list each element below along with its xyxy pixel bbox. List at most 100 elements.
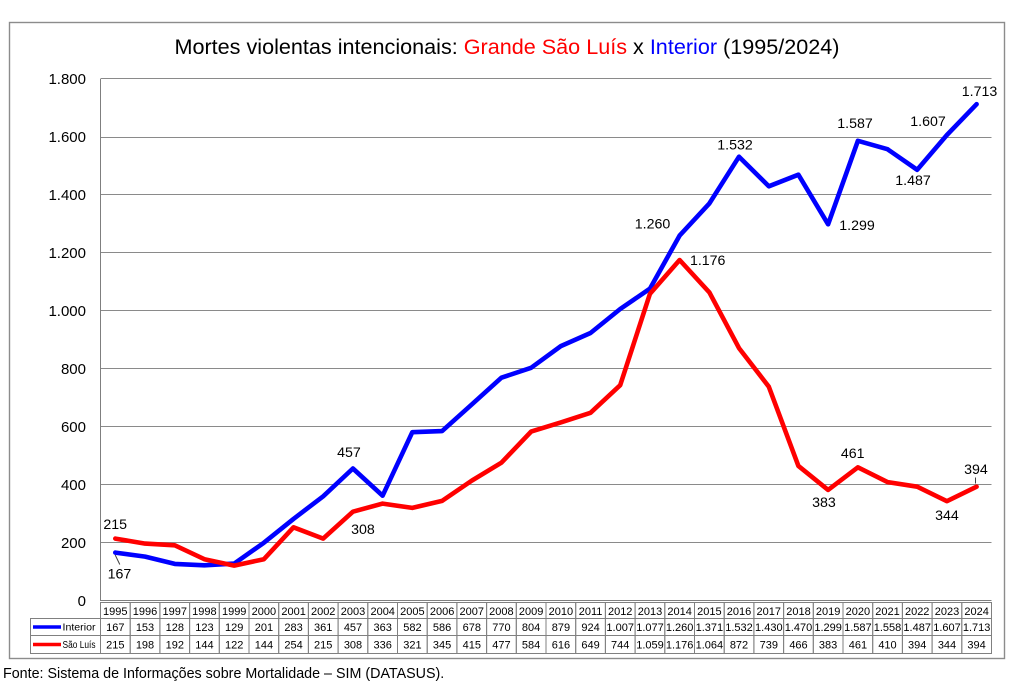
svg-text:804: 804 [522,622,540,634]
svg-text:457: 457 [337,445,361,461]
svg-text:1.260: 1.260 [635,217,671,233]
svg-text:410: 410 [878,640,896,652]
svg-text:2009: 2009 [519,606,543,618]
svg-text:2005: 2005 [400,606,424,618]
svg-text:1.430: 1.430 [755,622,783,634]
svg-text:1.558: 1.558 [874,622,902,634]
svg-text:739: 739 [760,640,778,652]
svg-text:2002: 2002 [311,606,335,618]
svg-text:1.532: 1.532 [717,138,753,154]
svg-text:167: 167 [108,567,132,583]
svg-text:129: 129 [225,622,243,634]
svg-text:1995: 1995 [103,606,127,618]
svg-text:2010: 2010 [549,606,573,618]
svg-text:2015: 2015 [697,606,721,618]
svg-text:1.800: 1.800 [48,71,86,88]
svg-text:1.587: 1.587 [844,622,872,634]
svg-text:Fonte: Sistema de Informações: Fonte: Sistema de Informações sobre Mort… [3,666,444,682]
svg-text:198: 198 [136,640,154,652]
svg-text:586: 586 [433,622,451,634]
svg-text:Mortes violentas intencionais:: Mortes violentas intencionais: Grande Sã… [174,34,839,59]
svg-text:649: 649 [581,640,599,652]
svg-text:400: 400 [61,477,86,494]
svg-text:1.260: 1.260 [666,622,694,634]
svg-text:466: 466 [789,640,807,652]
svg-text:215: 215 [103,517,127,533]
svg-text:215: 215 [314,640,332,652]
svg-text:1996: 1996 [133,606,157,618]
svg-text:215: 215 [106,640,124,652]
svg-text:616: 616 [552,640,570,652]
svg-text:308: 308 [344,640,362,652]
svg-text:1.176: 1.176 [666,640,694,652]
svg-text:344: 344 [938,640,956,652]
svg-text:2020: 2020 [846,606,870,618]
svg-text:1.713: 1.713 [962,84,998,100]
svg-text:2018: 2018 [786,606,810,618]
svg-text:0: 0 [78,593,86,610]
svg-text:461: 461 [841,446,865,462]
svg-text:1.607: 1.607 [910,114,946,130]
svg-text:1.059: 1.059 [636,640,664,652]
svg-text:770: 770 [492,622,510,634]
svg-text:344: 344 [935,508,959,524]
svg-text:2021: 2021 [875,606,899,618]
svg-text:1.200: 1.200 [48,245,86,262]
svg-text:461: 461 [849,640,867,652]
svg-text:678: 678 [463,622,481,634]
svg-text:363: 363 [374,622,392,634]
svg-text:394: 394 [908,640,926,652]
svg-text:283: 283 [284,622,302,634]
svg-text:1998: 1998 [192,606,216,618]
svg-text:879: 879 [552,622,570,634]
svg-text:872: 872 [730,640,748,652]
svg-text:2011: 2011 [579,606,603,618]
svg-text:2003: 2003 [341,606,365,618]
svg-text:394: 394 [964,462,988,478]
svg-text:144: 144 [255,640,273,652]
svg-text:2012: 2012 [608,606,632,618]
svg-text:2019: 2019 [816,606,840,618]
svg-text:2023: 2023 [935,606,959,618]
svg-text:122: 122 [225,640,243,652]
svg-text:1.299: 1.299 [814,622,842,634]
svg-text:1.607: 1.607 [933,622,961,634]
svg-text:144: 144 [195,640,213,652]
svg-text:1.587: 1.587 [837,116,873,132]
svg-text:582: 582 [403,622,421,634]
svg-text:1.299: 1.299 [839,218,875,234]
svg-text:383: 383 [819,640,837,652]
svg-text:1.487: 1.487 [903,622,931,634]
svg-text:477: 477 [492,640,510,652]
svg-text:394: 394 [967,640,985,652]
svg-text:254: 254 [284,640,302,652]
svg-text:1.400: 1.400 [48,187,86,204]
svg-text:1997: 1997 [163,606,187,618]
svg-text:1.000: 1.000 [48,303,86,320]
svg-text:2024: 2024 [964,606,988,618]
svg-text:1.470: 1.470 [785,622,813,634]
svg-text:201: 201 [255,622,273,634]
svg-text:Interior: Interior [63,622,96,634]
svg-text:308: 308 [351,522,375,538]
svg-text:336: 336 [374,640,392,652]
svg-text:1.487: 1.487 [895,173,931,189]
svg-text:1.600: 1.600 [48,129,86,146]
svg-text:584: 584 [522,640,540,652]
svg-text:153: 153 [136,622,154,634]
svg-text:744: 744 [611,640,629,652]
svg-text:2008: 2008 [489,606,513,618]
svg-text:2004: 2004 [370,606,394,618]
svg-text:361: 361 [314,622,332,634]
svg-text:São Luís: São Luís [63,639,96,651]
svg-text:123: 123 [195,622,213,634]
svg-text:1.371: 1.371 [696,622,724,634]
svg-text:457: 457 [344,622,362,634]
svg-text:2007: 2007 [460,606,484,618]
svg-text:2006: 2006 [430,606,454,618]
svg-text:2001: 2001 [281,606,305,618]
svg-text:128: 128 [166,622,184,634]
svg-text:1999: 1999 [222,606,246,618]
svg-text:1.064: 1.064 [696,640,724,652]
svg-text:2014: 2014 [667,606,691,618]
